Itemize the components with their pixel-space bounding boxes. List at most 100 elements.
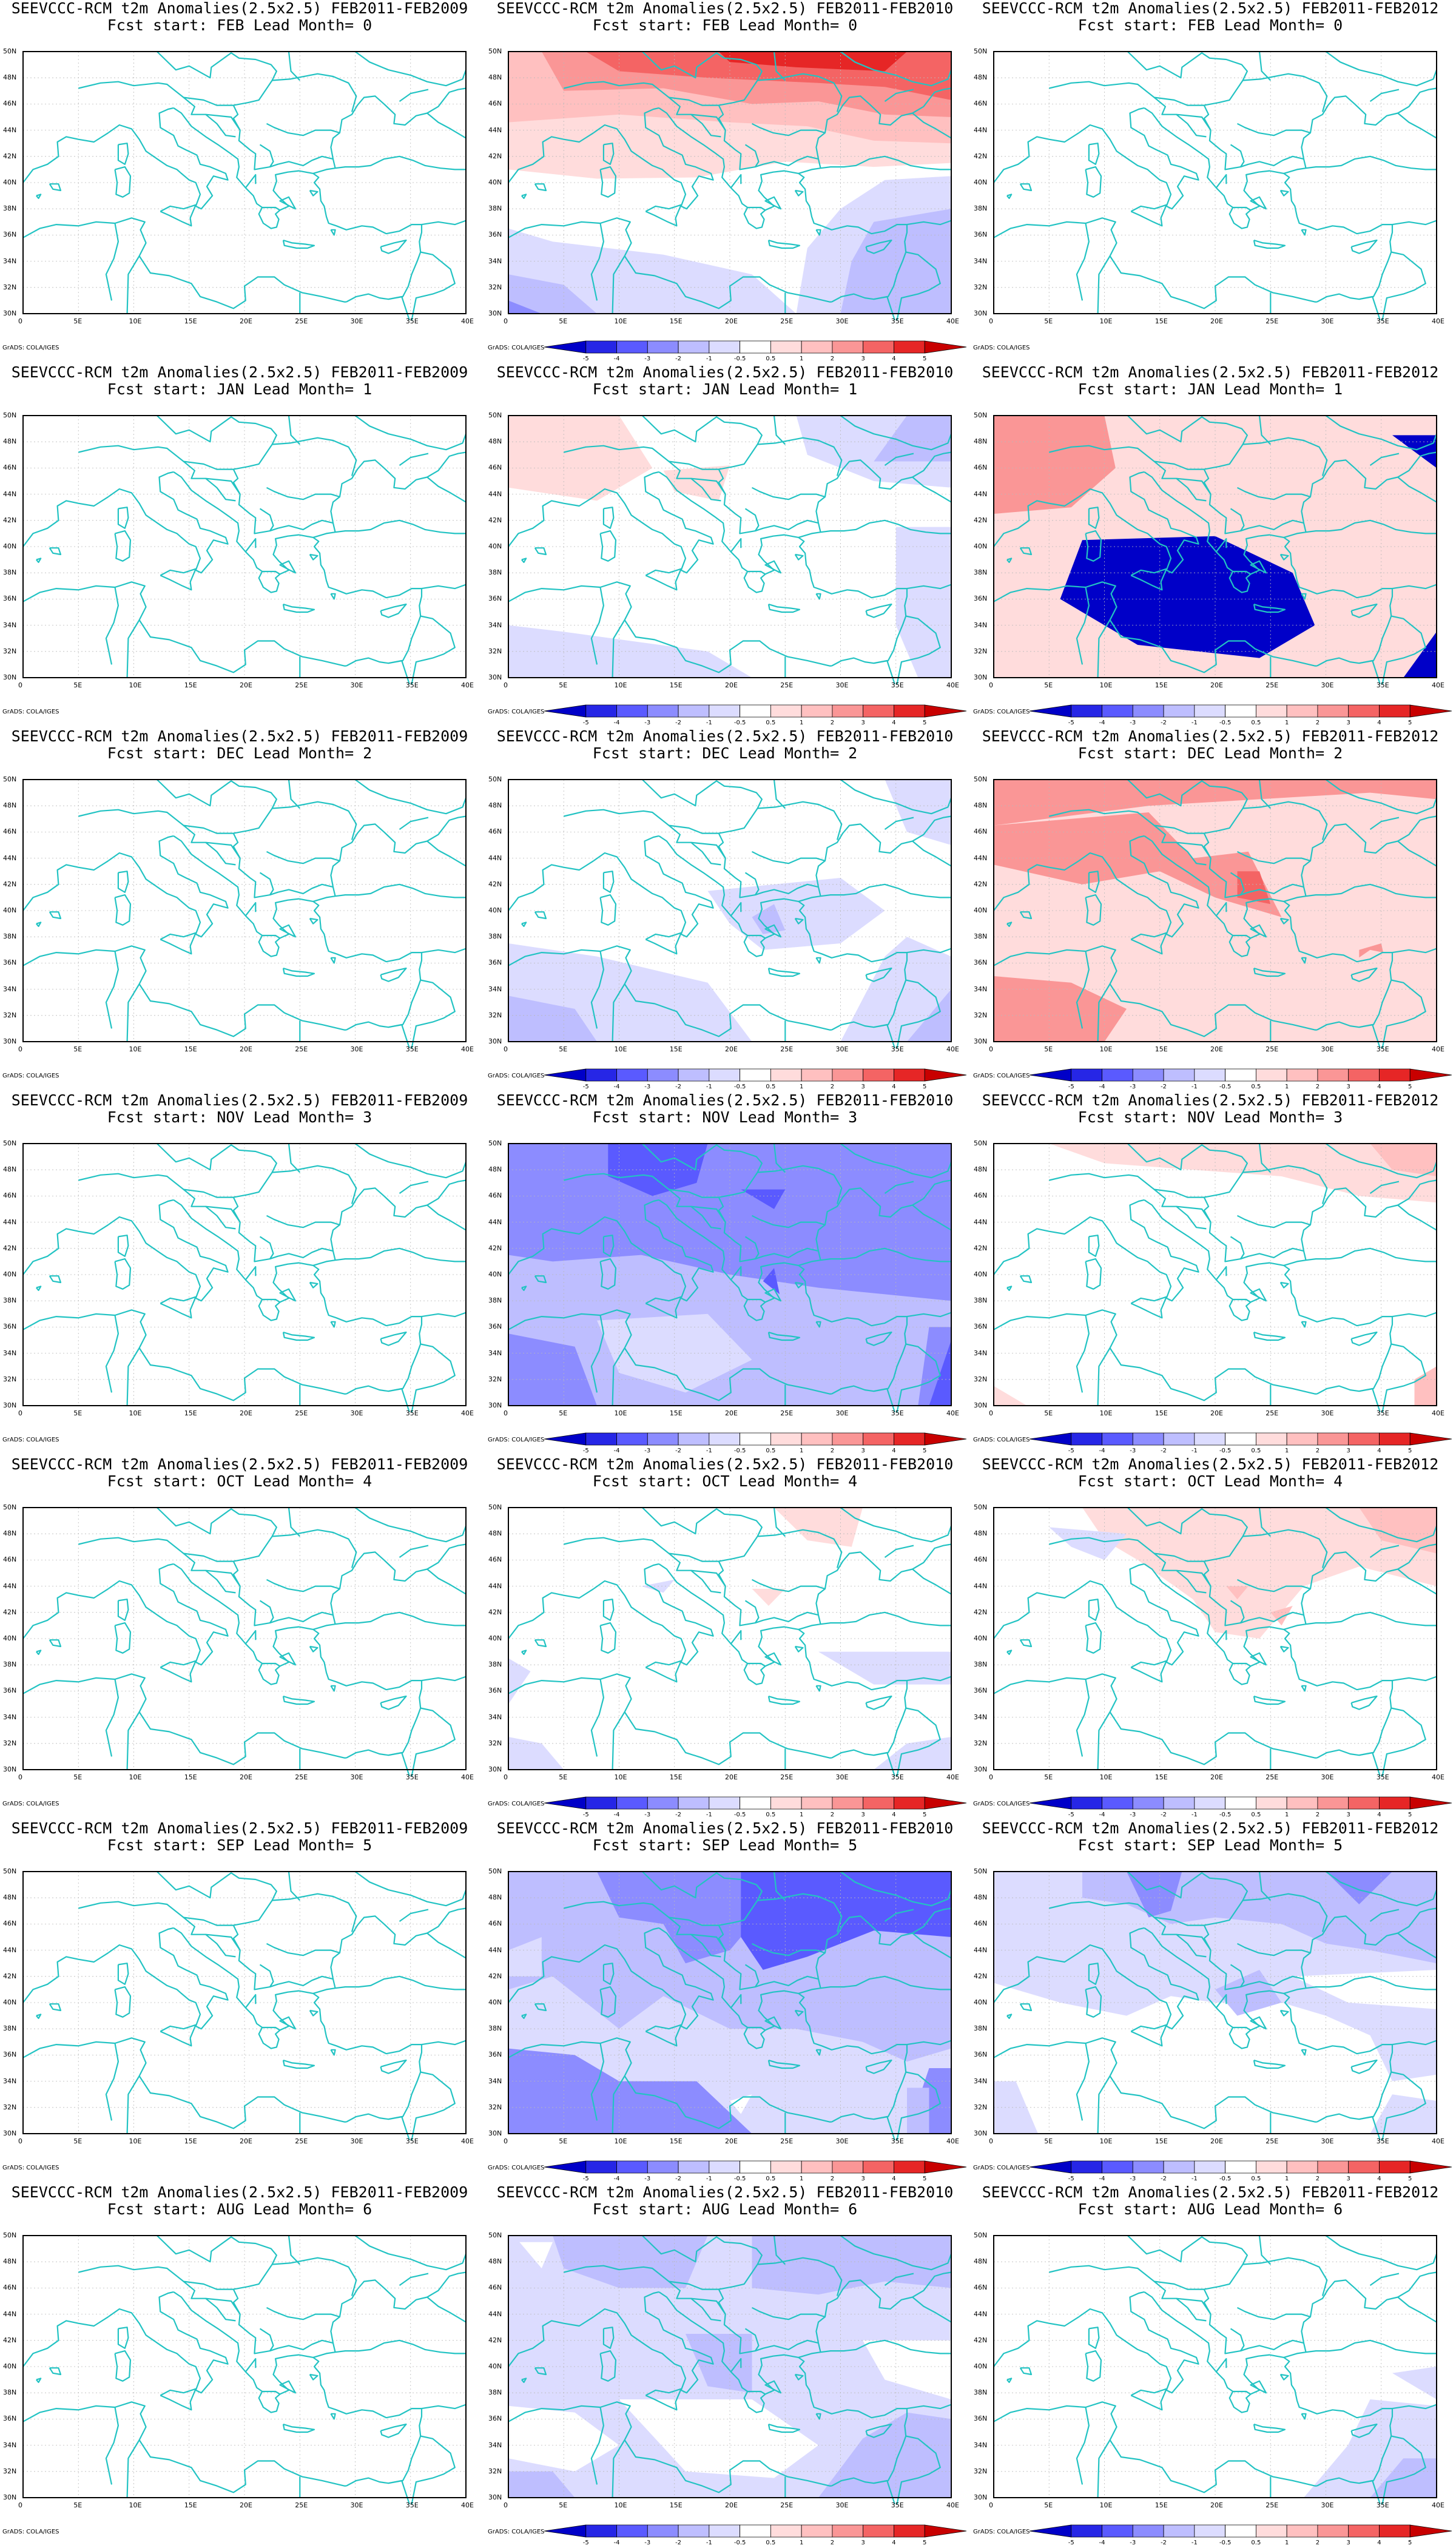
legend-label: -4 <box>613 2540 620 2546</box>
legend-swatch <box>863 2524 894 2538</box>
anomaly-map <box>993 415 1438 685</box>
legend-label: -3 <box>1130 720 1136 726</box>
coastline <box>658 2291 748 2392</box>
coastline <box>758 898 908 1031</box>
anomaly-contour <box>818 2412 951 2498</box>
coastline <box>22 860 109 911</box>
coastline <box>1230 144 1245 167</box>
lat-tick-label: 50N <box>488 2231 502 2239</box>
coastline <box>593 1927 714 2030</box>
legend-label: 2 <box>830 1448 835 1454</box>
lat-tick-label: 32N <box>3 1739 17 1747</box>
lat-tick-label: 48N <box>488 73 502 82</box>
legend-swatch <box>678 340 710 354</box>
legend-swatch <box>1132 704 1164 718</box>
lat-tick-label: 34N <box>974 1349 988 1357</box>
legend-label: -0.5 <box>733 720 746 726</box>
lon-tick-label: 20E <box>725 2137 738 2145</box>
panel-title: SEEVCCC-RCM t2m Anomalies(2.5x2.5) FEB20… <box>11 2183 468 2201</box>
panel-subtitle: Fcst start: NOV Lead Month= 3 <box>1077 1108 1343 1126</box>
coastline <box>912 1932 952 1959</box>
map-panel: SEEVCCC-RCM t2m Anomalies(2.5x2.5) FEB20… <box>485 1456 971 1820</box>
legend-label: 1 <box>799 1448 804 1454</box>
legend-swatch <box>832 704 864 718</box>
grads-credit: GrADS: COLA/IGES <box>2 345 59 351</box>
lon-tick-label: 15E <box>184 317 197 325</box>
coastline <box>330 1685 336 1692</box>
legend-label: -3 <box>1130 2540 1136 2546</box>
coastline <box>1097 1347 1111 1406</box>
color-legend: -5 -4 -3 -2 -1 -0.5 0.5 1 2 3 4 5 <box>543 1795 968 1820</box>
lon-tick-label: 15E <box>184 1045 197 1053</box>
legend-label: 3 <box>861 720 865 726</box>
lon-tick-label: 5E <box>559 681 568 689</box>
legend-bar <box>1029 2524 1452 2538</box>
legend-swatch <box>647 1796 679 1810</box>
coastline <box>1006 2378 1013 2383</box>
coastline <box>1301 815 1437 897</box>
anomaly-contour <box>1292 1970 1437 2009</box>
coastline <box>1250 1288 1267 1302</box>
legend-swatch <box>1029 1432 1072 1446</box>
coastline <box>272 73 357 112</box>
lat-tick-label: 46N <box>974 1191 988 1200</box>
panel-subtitle: Fcst start: OCT Lead Month= 4 <box>107 1472 372 1490</box>
legend-swatch <box>616 1068 648 1082</box>
coastline <box>815 451 952 533</box>
legend-swatch <box>1348 1068 1380 1082</box>
coastline <box>593 1563 714 1666</box>
coastline <box>266 1943 340 1956</box>
coastline <box>1325 51 1438 87</box>
coastline <box>668 460 726 495</box>
coastline <box>744 1964 760 1987</box>
coastline <box>1153 824 1212 859</box>
coastline <box>1215 174 1227 189</box>
coastline <box>380 967 407 982</box>
legend-swatch <box>801 340 833 354</box>
coastline <box>1176 2297 1207 2322</box>
lat-tick-label: 50N <box>3 47 17 55</box>
lon-tick-label: 15E <box>669 1773 682 1781</box>
legend-swatch <box>1379 1432 1410 1446</box>
coastline <box>1359 1387 1381 1413</box>
lon-tick-label: 0 <box>989 2137 993 2145</box>
coastline <box>1078 2291 1199 2394</box>
coastline <box>279 924 296 938</box>
legend-swatch <box>544 340 587 354</box>
lat-tick-label: 40N <box>488 906 502 914</box>
legend-label: 2 <box>1315 2176 1320 2182</box>
coastline <box>521 2014 527 2019</box>
coastline <box>244 1630 257 1645</box>
legend-swatch <box>924 1796 967 1810</box>
coastline <box>658 1927 748 2028</box>
coastline <box>1381 2435 1426 2505</box>
lat-tick-label: 38N <box>488 1660 502 1669</box>
lon-tick-label: 5E <box>559 2501 568 2509</box>
coastline <box>1019 2003 1033 2012</box>
coastline <box>1228 934 1252 957</box>
legend-swatch <box>1286 1432 1318 1446</box>
coastline <box>757 1165 843 1204</box>
coastline <box>599 166 617 198</box>
lon-tick-label: 25E <box>295 1045 308 1053</box>
coastline <box>1392 1312 1437 1318</box>
coastline <box>743 1662 766 1685</box>
lat-tick-label: 36N <box>3 1323 17 1331</box>
lon-tick-label: 30E <box>1321 1773 1334 1781</box>
anomaly-map <box>993 1143 1438 1413</box>
legend-swatch <box>1163 1068 1195 1082</box>
coastline <box>279 196 296 210</box>
legend-swatch <box>678 1796 710 1810</box>
coastline <box>874 2479 895 2505</box>
coastline <box>426 840 467 867</box>
coastline <box>114 2350 132 2382</box>
lon-tick-label: 40E <box>946 1409 959 1417</box>
legend-swatch <box>740 2160 771 2174</box>
legend-label: 4 <box>892 1812 896 1818</box>
legend-swatch <box>1194 1796 1226 1810</box>
legend-label: 5 <box>923 2176 927 2182</box>
coastline <box>874 295 895 321</box>
lon-tick-label: 0 <box>504 317 508 325</box>
coastline <box>993 132 1080 183</box>
coastline <box>884 1181 914 1194</box>
